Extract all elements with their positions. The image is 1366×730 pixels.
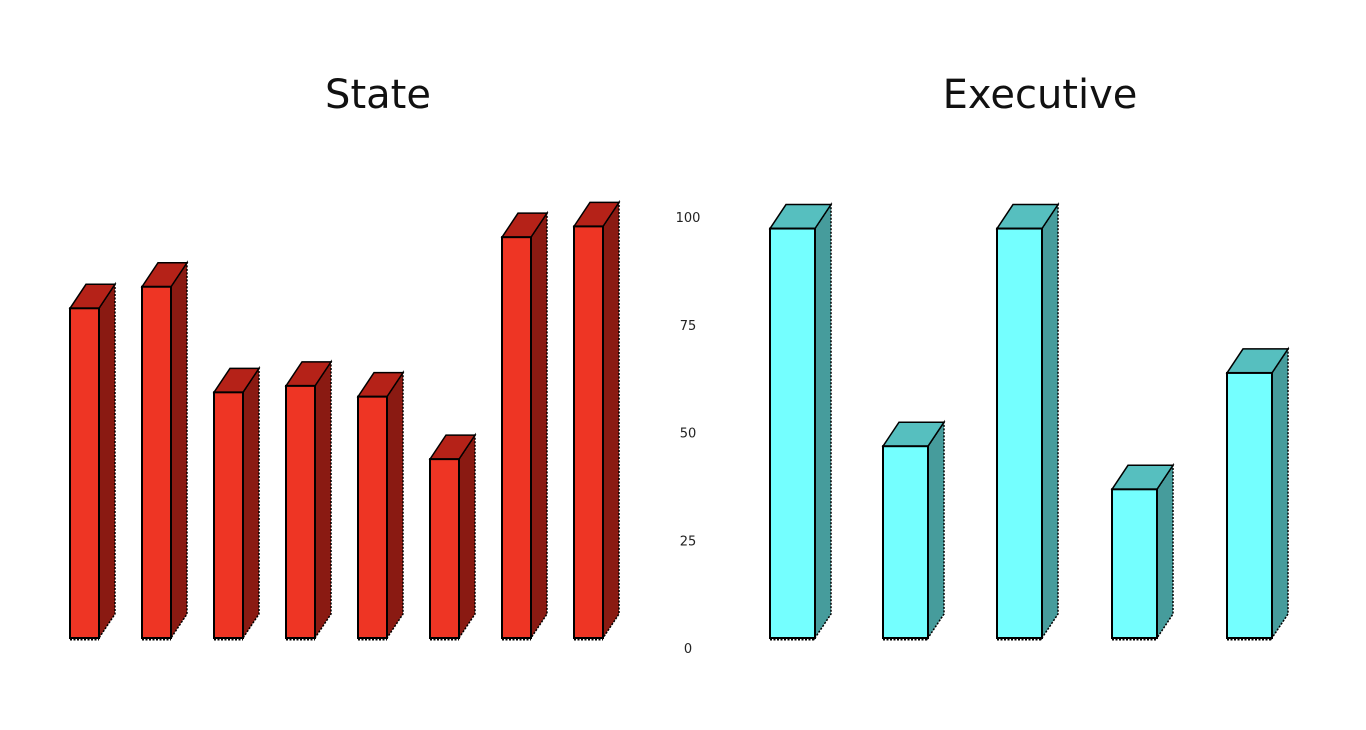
executive-bar-side	[1271, 346, 1289, 641]
state-bar-front	[429, 458, 460, 640]
executive-chart-title: Executive	[943, 72, 1138, 118]
executive-bar-front	[882, 445, 929, 639]
state-bar-side	[458, 432, 476, 641]
executive-chart: Executive	[768, 72, 1290, 641]
state-chart: State	[68, 72, 621, 641]
state-bars	[68, 199, 621, 641]
state-bar	[356, 370, 405, 641]
executive-bar-side	[927, 419, 945, 641]
executive-bar	[881, 419, 946, 641]
state-bar-front	[69, 307, 100, 639]
y-axis: 0 25 50 75 100	[676, 211, 701, 657]
state-bar-front	[141, 285, 172, 639]
executive-bar	[995, 202, 1060, 641]
state-bar	[572, 199, 621, 641]
executive-bar-front	[1111, 488, 1158, 639]
state-bar-front	[501, 236, 532, 639]
state-bar	[428, 432, 477, 641]
state-bar-side	[242, 365, 260, 641]
executive-bar-side	[1041, 202, 1059, 641]
state-bar	[284, 359, 333, 641]
state-bar-front	[285, 384, 316, 639]
state-bar	[140, 260, 189, 641]
state-bar	[500, 210, 549, 641]
state-bar-front	[573, 225, 604, 640]
executive-bar	[768, 202, 833, 641]
executive-bar	[1110, 462, 1175, 641]
state-bar	[68, 281, 117, 641]
y-tick-label: 0	[684, 642, 692, 657]
y-tick-label: 75	[680, 319, 697, 334]
executive-bar-side	[1156, 462, 1174, 641]
y-tick-label: 100	[676, 211, 701, 226]
executive-bars	[768, 202, 1290, 641]
y-tick-label: 50	[680, 427, 697, 442]
executive-bar-side	[814, 202, 832, 641]
state-bar-side	[314, 359, 332, 641]
state-chart-title: State	[325, 72, 431, 118]
state-bar-front	[357, 395, 388, 640]
state-bar-front	[213, 391, 244, 639]
executive-bar-front	[769, 227, 816, 640]
state-bar-side	[386, 370, 404, 641]
y-tick-label: 25	[680, 534, 697, 549]
state-bar-side	[530, 210, 548, 641]
executive-bar	[1225, 346, 1290, 641]
executive-bar-front	[1226, 371, 1273, 639]
state-bar-side	[170, 260, 188, 641]
state-bar	[212, 365, 261, 641]
executive-bar-front	[996, 227, 1043, 640]
state-bar-side	[602, 199, 620, 641]
state-bar-side	[98, 281, 116, 641]
